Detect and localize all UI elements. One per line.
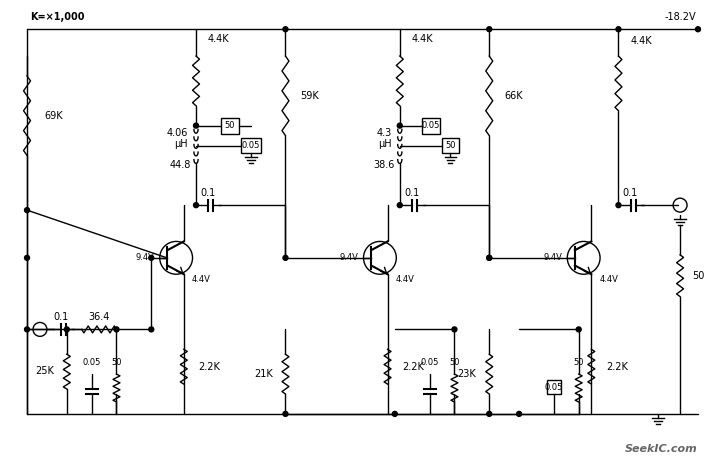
Circle shape bbox=[194, 203, 199, 207]
Text: 50: 50 bbox=[692, 271, 705, 281]
Circle shape bbox=[149, 327, 154, 332]
FancyBboxPatch shape bbox=[441, 138, 459, 153]
Text: 0.05: 0.05 bbox=[82, 358, 101, 367]
Text: 21K: 21K bbox=[254, 369, 272, 379]
Text: 9.4V: 9.4V bbox=[543, 253, 562, 262]
Circle shape bbox=[25, 207, 30, 213]
Text: 59K: 59K bbox=[301, 91, 319, 101]
FancyBboxPatch shape bbox=[422, 118, 440, 134]
Text: 2.2K: 2.2K bbox=[403, 362, 424, 372]
Text: 0.1: 0.1 bbox=[622, 188, 638, 198]
Circle shape bbox=[487, 27, 491, 32]
Text: 4.4K: 4.4K bbox=[412, 34, 433, 44]
Text: 50: 50 bbox=[224, 121, 235, 130]
Text: 0.05: 0.05 bbox=[545, 383, 563, 392]
Text: SeekIC.com: SeekIC.com bbox=[625, 444, 698, 454]
Text: 0.05: 0.05 bbox=[420, 358, 439, 367]
FancyBboxPatch shape bbox=[547, 380, 561, 394]
Text: 4.06: 4.06 bbox=[167, 128, 188, 138]
Text: 36.4: 36.4 bbox=[88, 312, 109, 322]
Circle shape bbox=[517, 411, 521, 416]
Text: 2.2K: 2.2K bbox=[606, 362, 628, 372]
Text: 9.4V: 9.4V bbox=[340, 253, 358, 262]
Circle shape bbox=[64, 327, 69, 332]
Circle shape bbox=[283, 411, 288, 416]
Text: 9.4V: 9.4V bbox=[136, 253, 155, 262]
FancyBboxPatch shape bbox=[221, 118, 239, 134]
Text: 50: 50 bbox=[111, 358, 122, 367]
Circle shape bbox=[487, 411, 491, 416]
Text: 0.1: 0.1 bbox=[404, 188, 419, 198]
Circle shape bbox=[194, 123, 199, 128]
Text: 2.2K: 2.2K bbox=[199, 362, 221, 372]
Circle shape bbox=[397, 123, 403, 128]
FancyBboxPatch shape bbox=[241, 138, 261, 153]
Text: K=×1,000: K=×1,000 bbox=[30, 12, 84, 22]
Text: 4.4V: 4.4V bbox=[599, 275, 618, 284]
Circle shape bbox=[283, 27, 288, 32]
Circle shape bbox=[452, 327, 457, 332]
Text: 0.1: 0.1 bbox=[200, 188, 215, 198]
Circle shape bbox=[616, 203, 621, 207]
Text: 4.4V: 4.4V bbox=[191, 275, 210, 284]
Text: 4.3: 4.3 bbox=[376, 128, 392, 138]
Circle shape bbox=[487, 255, 491, 260]
Text: 4.4K: 4.4K bbox=[208, 34, 229, 44]
Circle shape bbox=[283, 255, 288, 260]
Circle shape bbox=[695, 27, 700, 32]
Circle shape bbox=[577, 327, 581, 332]
Text: 66K: 66K bbox=[505, 91, 523, 101]
Text: 23K: 23K bbox=[458, 369, 476, 379]
Text: 4.4K: 4.4K bbox=[630, 36, 652, 46]
Text: 0.05: 0.05 bbox=[242, 141, 260, 150]
Circle shape bbox=[149, 255, 154, 260]
Text: 38.6: 38.6 bbox=[373, 160, 395, 170]
Text: 69K: 69K bbox=[44, 111, 63, 121]
Circle shape bbox=[397, 203, 403, 207]
Text: μH: μH bbox=[175, 139, 188, 148]
Text: 50: 50 bbox=[446, 141, 456, 150]
Text: 50: 50 bbox=[449, 358, 459, 367]
Text: -18.2V: -18.2V bbox=[665, 12, 696, 22]
Text: 50: 50 bbox=[574, 358, 584, 367]
Circle shape bbox=[487, 255, 491, 260]
Text: 0.1: 0.1 bbox=[53, 312, 68, 322]
Circle shape bbox=[392, 411, 397, 416]
Circle shape bbox=[25, 327, 30, 332]
Circle shape bbox=[114, 327, 119, 332]
Text: 25K: 25K bbox=[35, 366, 54, 376]
Text: 4.4V: 4.4V bbox=[395, 275, 414, 284]
Text: 44.8: 44.8 bbox=[170, 160, 191, 170]
Text: 0.05: 0.05 bbox=[422, 121, 440, 130]
Circle shape bbox=[25, 255, 30, 260]
Text: μH: μH bbox=[379, 139, 392, 148]
Circle shape bbox=[616, 27, 621, 32]
